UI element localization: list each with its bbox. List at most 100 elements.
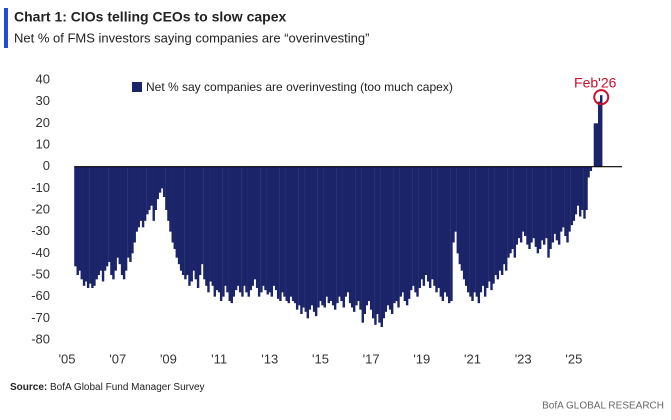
- bar: [566, 166, 569, 243]
- bar: [171, 166, 174, 243]
- bar: [452, 166, 455, 243]
- bar: [93, 166, 96, 286]
- bar: [365, 166, 369, 306]
- bar: [513, 166, 517, 258]
- x-tick-label: '17: [363, 351, 380, 366]
- bar: [593, 123, 597, 167]
- bar: [124, 166, 128, 271]
- bar: [192, 166, 195, 271]
- bar: [348, 166, 352, 304]
- bar: [363, 166, 367, 314]
- bar: [262, 166, 265, 286]
- bar: [405, 166, 409, 306]
- bar: [213, 166, 217, 297]
- bar: [175, 166, 178, 258]
- bar: [511, 166, 514, 249]
- bar: [424, 166, 428, 275]
- bar: [289, 166, 293, 297]
- bar: [86, 166, 90, 288]
- bar: [437, 166, 441, 288]
- bar: [133, 166, 136, 243]
- bar: [543, 166, 546, 245]
- bar: [481, 166, 485, 286]
- bar: [534, 166, 538, 247]
- bar: [526, 166, 529, 245]
- bar: [99, 166, 102, 271]
- bar: [585, 166, 588, 210]
- y-tick-label: 10: [36, 136, 50, 151]
- y-tick-label: -80: [31, 331, 50, 346]
- bar: [249, 166, 252, 291]
- bar: [388, 166, 392, 310]
- bar: [287, 166, 290, 304]
- bar: [355, 166, 358, 306]
- bar: [148, 166, 151, 210]
- y-tick-label: 30: [36, 93, 50, 108]
- bar: [276, 166, 280, 299]
- bar: [431, 166, 434, 280]
- bar: [184, 166, 187, 280]
- bar: [479, 166, 483, 293]
- bar: [342, 166, 345, 308]
- y-tick-label: -10: [31, 180, 50, 195]
- bar: [118, 166, 121, 265]
- bar: [150, 166, 153, 206]
- bar: [300, 166, 303, 314]
- bar: [338, 166, 341, 297]
- bar: [418, 166, 421, 288]
- bar: [382, 166, 386, 319]
- bar: [264, 166, 267, 291]
- bar: [333, 166, 337, 310]
- bar: [241, 166, 244, 297]
- bar: [167, 166, 170, 221]
- bar: [177, 166, 181, 265]
- bar: [154, 166, 157, 210]
- bar: [245, 166, 248, 293]
- bar: [84, 166, 88, 282]
- bar: [336, 166, 339, 304]
- bar: [572, 166, 576, 221]
- legend-swatch: [132, 82, 142, 92]
- bar: [266, 166, 269, 295]
- bar: [340, 166, 343, 301]
- bar: [219, 166, 223, 301]
- bar: [203, 166, 206, 280]
- bar: [129, 166, 132, 262]
- bar: [530, 166, 533, 243]
- bar: [308, 166, 312, 310]
- bar: [331, 166, 335, 306]
- bar: [445, 166, 449, 297]
- bar: [247, 166, 250, 297]
- bar: [236, 166, 240, 286]
- bar: [344, 166, 348, 297]
- bar: [329, 166, 333, 301]
- bar: [371, 166, 375, 319]
- bar: [420, 166, 424, 280]
- bar: [414, 166, 417, 293]
- bar: [407, 166, 411, 299]
- bar: [306, 166, 309, 319]
- bar: [369, 166, 373, 310]
- bar: [450, 166, 453, 301]
- bar: [112, 166, 115, 280]
- bar: [485, 166, 489, 288]
- bar: [257, 166, 261, 297]
- bar: [281, 166, 284, 293]
- bar: [435, 166, 438, 293]
- bar: [272, 166, 276, 286]
- bar: [325, 166, 329, 297]
- bar: [295, 166, 299, 310]
- bar: [367, 166, 371, 301]
- bar: [217, 166, 221, 293]
- legend-label: Net % say companies are overinvesting (t…: [146, 80, 453, 94]
- bar: [559, 166, 563, 232]
- bar: [283, 166, 286, 297]
- bar: [570, 166, 574, 226]
- bar: [179, 166, 183, 271]
- chart-subtitle: Net % of FMS investors saying companies …: [14, 30, 369, 45]
- bar: [312, 166, 316, 312]
- bar: [200, 166, 204, 265]
- x-tick-label: '11: [211, 351, 227, 366]
- bar: [188, 166, 191, 286]
- annotation: Feb'26: [574, 75, 617, 91]
